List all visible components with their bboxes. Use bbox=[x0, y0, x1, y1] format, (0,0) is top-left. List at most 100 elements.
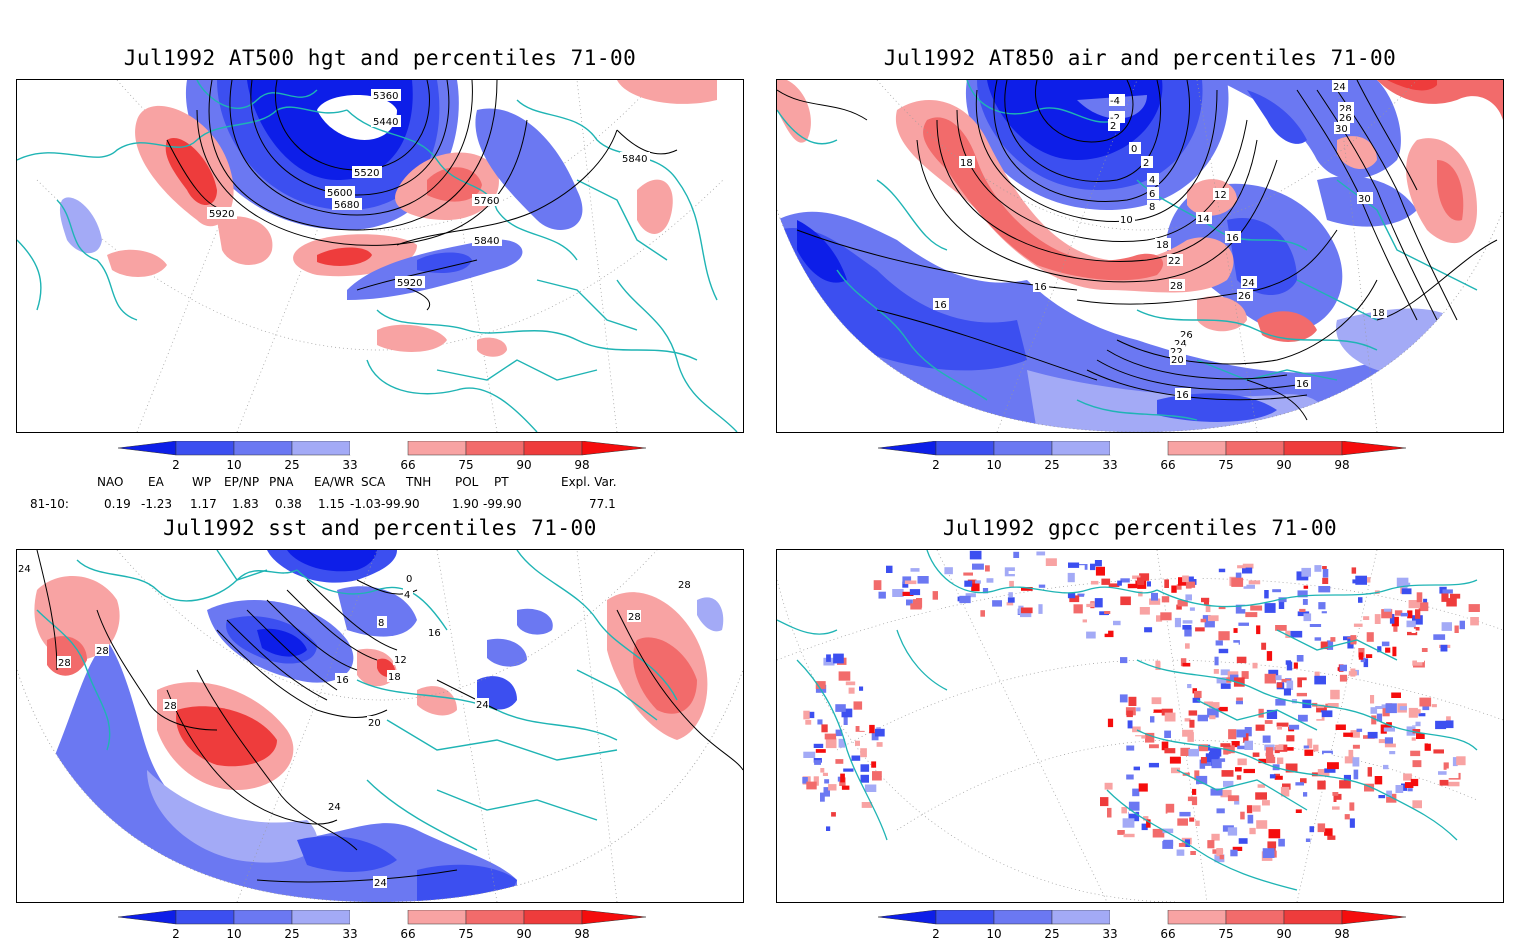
colorbar-svg bbox=[118, 441, 646, 456]
colorbar-tick-label: 90 bbox=[1276, 927, 1292, 941]
colorbar-tick-label: 25 bbox=[1044, 458, 1060, 472]
colorbar-tick-label: 33 bbox=[1102, 458, 1118, 472]
colorbar-1: 2 10 25 33 66 75 90 98 bbox=[118, 441, 646, 475]
colorbar-segment bbox=[1283, 441, 1343, 456]
contour-label: 5600 bbox=[327, 188, 352, 199]
contour-label: 14 bbox=[1197, 214, 1210, 225]
contour-label: 16 bbox=[1176, 390, 1189, 401]
contour-label: 5360 bbox=[373, 91, 398, 102]
colorbar-tick-label: 2 bbox=[932, 927, 940, 941]
colorbar-tick-label: 66 bbox=[400, 458, 416, 472]
index-value: 0.19 bbox=[104, 497, 131, 511]
contour-label: 8 bbox=[378, 618, 384, 629]
contour-label: 16 bbox=[336, 675, 349, 686]
colorbar-tick-label: 75 bbox=[458, 927, 474, 941]
contour-label: 16 bbox=[1296, 379, 1309, 390]
colorbar-tick-label: 98 bbox=[574, 927, 590, 941]
colorbar-tick-label: 90 bbox=[516, 458, 532, 472]
index-header: EP/NP bbox=[224, 475, 260, 489]
map-sst-svg: 24 28 28 28 0 4 8 12 16 16 18 20 24 24 2… bbox=[17, 550, 743, 902]
contour-label: 5840 bbox=[474, 236, 499, 247]
colorbar-segment bbox=[465, 910, 525, 925]
colorbar-segment bbox=[175, 441, 235, 456]
colorbar-segment bbox=[878, 910, 937, 925]
index-row-label: 81-10: bbox=[30, 497, 69, 511]
colorbar-svg bbox=[118, 910, 646, 925]
contour-label: 8 bbox=[1149, 202, 1155, 213]
map-sst: 24 28 28 28 0 4 8 12 16 16 18 20 24 24 2… bbox=[16, 549, 744, 903]
colorbar-tick-label: 66 bbox=[1160, 458, 1176, 472]
colorbar-segment bbox=[1283, 910, 1343, 925]
colorbar-tick-label: 25 bbox=[284, 927, 300, 941]
colorbar-segment bbox=[993, 910, 1053, 925]
contour-label: 24 bbox=[1174, 339, 1187, 350]
contour-label: 26 bbox=[1339, 113, 1352, 124]
index-value: 1.17 bbox=[190, 497, 217, 511]
colorbar-tick-label: 33 bbox=[342, 458, 358, 472]
colorbar-segment bbox=[523, 910, 583, 925]
index-header: NAO bbox=[97, 475, 124, 489]
contour-label: 6 bbox=[1149, 189, 1155, 200]
map-hgt500-svg: 5360 5440 5520 5600 5680 5760 5840 5920 … bbox=[17, 80, 738, 432]
colorbar-segment bbox=[1110, 441, 1168, 455]
colorbar-segment bbox=[407, 441, 467, 456]
contour-label: 5520 bbox=[354, 168, 379, 179]
map-gpcc-svg bbox=[777, 550, 1503, 902]
map-air850: -4 -2 2 0 2 4 6 8 10 12 14 16 18 22 24 2… bbox=[776, 79, 1504, 433]
colorbar-tick-label: 10 bbox=[226, 927, 242, 941]
colorbar-segment bbox=[1051, 441, 1111, 456]
contour-label: 24 bbox=[1333, 82, 1346, 93]
panel-title-air850: Jul1992 AT850 air and percentiles 71-00 bbox=[883, 46, 1397, 70]
index-header: POL bbox=[455, 475, 479, 489]
index-value: 1.83 bbox=[232, 497, 259, 511]
index-header: EA/WR bbox=[314, 475, 355, 489]
contour-label: 30 bbox=[1358, 194, 1371, 205]
colorbar-segment bbox=[233, 910, 293, 925]
contour-label: 24 bbox=[328, 802, 341, 813]
colorbar-tick-label: 75 bbox=[1218, 458, 1234, 472]
colorbar-tick-label: 90 bbox=[1276, 458, 1292, 472]
colorbar-segment bbox=[935, 441, 995, 456]
colorbar-svg bbox=[878, 910, 1406, 925]
index-value: -99.90 bbox=[381, 497, 420, 511]
contour-label: 12 bbox=[394, 655, 407, 666]
contour-label: 5920 bbox=[209, 209, 234, 220]
colorbar-segment bbox=[350, 441, 408, 455]
colorbar-segment bbox=[1167, 910, 1227, 925]
contour-label: 4 bbox=[1149, 175, 1155, 186]
index-value: -99.90 bbox=[483, 497, 522, 511]
map-air850-svg: -4 -2 2 0 2 4 6 8 10 12 14 16 18 22 24 2… bbox=[777, 80, 1503, 432]
colorbar-tick-label: 98 bbox=[1334, 927, 1350, 941]
colorbar-segment bbox=[1225, 441, 1285, 456]
map-gpcc bbox=[776, 549, 1504, 903]
contour-label: 10 bbox=[1120, 215, 1133, 226]
colorbar-segment bbox=[935, 910, 995, 925]
contour-label: 24 bbox=[374, 878, 387, 889]
colorbar-3: 2 10 25 33 66 75 90 98 bbox=[118, 910, 646, 944]
colorbar-segment bbox=[175, 910, 235, 925]
contour-label: 18 bbox=[960, 158, 973, 169]
contour-label: 24 bbox=[18, 564, 31, 575]
contour-label: 2 bbox=[1143, 158, 1149, 169]
panel-title-gpcc: Jul1992 gpcc percentiles 71-00 bbox=[942, 516, 1338, 540]
index-value: 77.1 bbox=[589, 497, 616, 511]
contour-label: 16 bbox=[1226, 233, 1239, 244]
contour-label: 4 bbox=[404, 590, 410, 601]
contour-label: 5840 bbox=[622, 154, 647, 165]
contour-label: 28 bbox=[628, 612, 641, 623]
index-value: -1.23 bbox=[141, 497, 173, 511]
contour-label: 16 bbox=[934, 300, 947, 311]
contour-label: 16 bbox=[1034, 282, 1047, 293]
contour-label: 12 bbox=[1214, 190, 1227, 201]
map-hgt500: 5360 5440 5520 5600 5680 5760 5840 5920 … bbox=[16, 79, 744, 433]
colorbar-segment bbox=[118, 441, 177, 456]
contour-label: 5440 bbox=[373, 117, 398, 128]
index-header: EA bbox=[148, 475, 164, 489]
colorbar-segment bbox=[407, 910, 467, 925]
contour-label: 24 bbox=[1242, 278, 1255, 289]
contour-label: 26 bbox=[1238, 291, 1251, 302]
colorbar-tick-label: 66 bbox=[400, 927, 416, 941]
colorbar-segment bbox=[581, 441, 646, 456]
colorbar-segment bbox=[1225, 910, 1285, 925]
contour-label: 18 bbox=[388, 672, 401, 683]
